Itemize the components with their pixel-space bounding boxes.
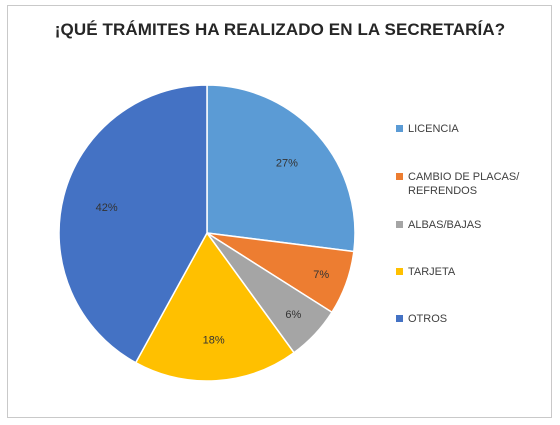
legend-item-tarjeta: TARJETA: [396, 265, 538, 279]
legend-item-otros: OTROS: [396, 312, 538, 326]
data-label-cambio-de-placas: 7%: [313, 269, 329, 281]
legend-label: TARJETA: [408, 266, 456, 278]
legend-label: CAMBIO DE PLACAS/ REFRENDOS: [408, 171, 520, 197]
pie-slice-tarjeta: [134, 231, 296, 382]
legend-item-licencia: LICENCIA: [396, 122, 538, 136]
legend-item-albas-bajas: ALBAS/BAJAS: [396, 218, 538, 232]
data-label-tarjeta: 18%: [203, 334, 225, 346]
legend-label: OTROS: [408, 313, 448, 325]
legend-swatch: [396, 221, 403, 228]
chart-title: ¡QUÉ TRÁMITES HA REALIZADO EN LA SECRETA…: [54, 20, 506, 39]
pie-slice-otros: [58, 84, 208, 364]
data-label-licencia: 27%: [276, 158, 298, 170]
legend-swatch: [396, 315, 403, 322]
data-label-albas-bajas: 6%: [285, 309, 301, 321]
legend-item-cambio-de-placas: CAMBIO DE PLACAS/ REFRENDOS: [396, 170, 528, 198]
legend-label: ALBAS/BAJAS: [408, 219, 482, 231]
pie-slice-licencia: [206, 84, 356, 253]
legend-label: LICENCIA: [408, 123, 459, 135]
legend-swatch: [396, 173, 403, 180]
legend-swatch: [396, 268, 403, 275]
legend-swatch: [396, 125, 403, 132]
data-label-otros: 42%: [96, 202, 118, 214]
